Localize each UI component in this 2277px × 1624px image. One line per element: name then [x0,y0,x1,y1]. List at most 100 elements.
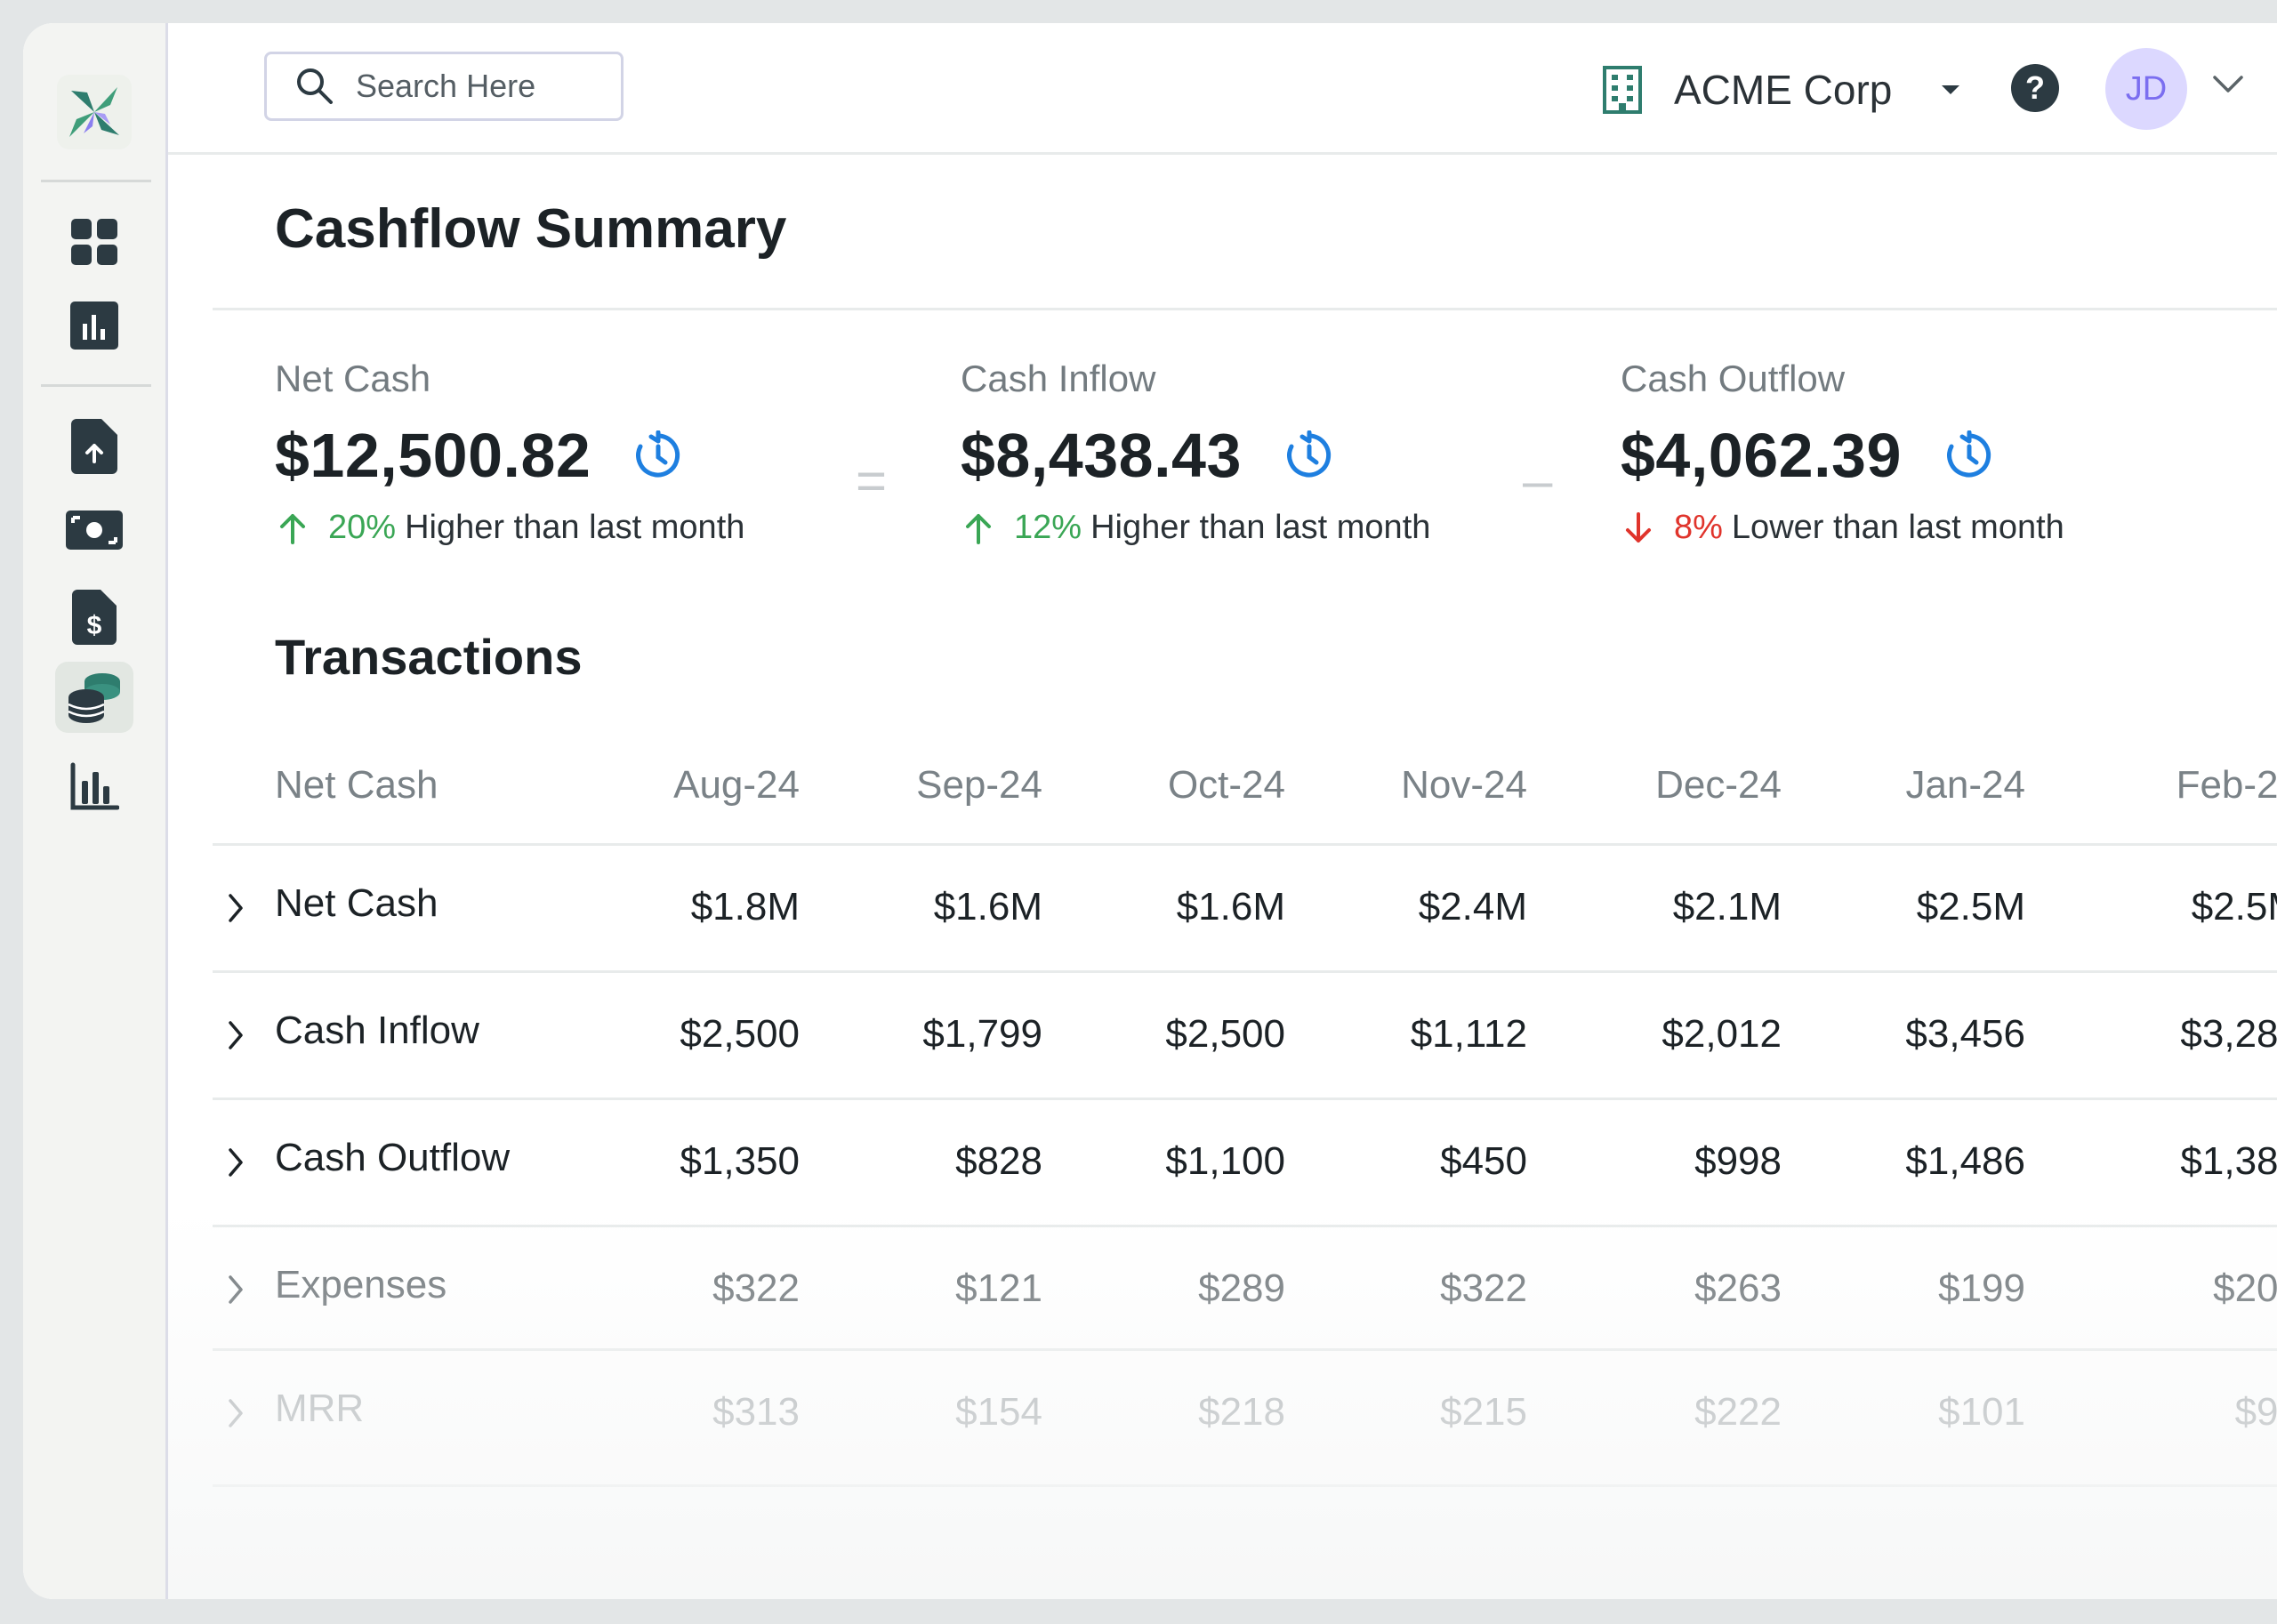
history-icon[interactable] [1944,430,1994,480]
table-cell: $313 [712,1390,800,1434]
table-cell: $998 [1694,1139,1782,1183]
table-cell: $1,486 [1905,1139,2025,1183]
table-row[interactable]: Cash Inflow $2,500 $1,799 $2,500 $1,112 $2,01… [213,973,2277,1100]
table-cell: $289 [1198,1266,1285,1310]
column-header-month: Oct-24 [1167,763,1285,807]
sidebar-divider [41,384,151,387]
company-switcher[interactable]: ACME Corp [1601,59,1961,121]
chevron-right-icon[interactable] [225,1146,246,1178]
coins-stack-icon [68,673,120,723]
table-cell: $154 [955,1390,1042,1434]
table-cell: $2.1M [1672,885,1782,929]
table-header: Net Cash Aug-24 Sep-24 Oct-24 Nov-24 Dec-24 Ja… [213,744,2277,846]
table-cell: $450 [1440,1139,1527,1183]
transactions-table: Net Cash Aug-24 Sep-24 Oct-24 Nov-24 Dec-24 Ja… [213,744,2277,1487]
row-label: Cash Outflow [275,1136,511,1179]
transactions-title: Transactions [275,629,583,685]
app-window: $ [23,23,2277,1599]
column-header-month: Dec-24 [1655,763,1782,807]
chevron-right-icon[interactable] [225,892,246,924]
table-cell: $1,350 [680,1139,800,1183]
metric-change-text: Lower than last month [1731,509,2064,546]
history-icon[interactable] [633,430,683,480]
chevron-right-icon[interactable] [225,1019,246,1051]
table-cell: $322 [1440,1266,1527,1310]
table-cell: $2.5M [2191,885,2277,929]
table-cell: $1,799 [922,1012,1042,1056]
column-header-month: Aug-24 [673,763,800,807]
table-cell: $263 [1694,1266,1782,1310]
table-cell: $199 [1938,1266,2025,1310]
sidebar-item-cash[interactable] [55,494,133,566]
row-label: Cash Inflow [275,1009,479,1052]
row-label: Expenses [275,1263,447,1306]
file-upload-icon [71,419,117,474]
metric-label: Cash Outflow [1621,358,1846,399]
search-input[interactable] [354,67,607,106]
metric-net-cash: Net Cash $12,500.82 20% Higher than last… [275,358,744,547]
table-cell: $201 [2213,1266,2277,1310]
table-cell: $1.8M [690,885,800,929]
table-cell: $1.6M [1176,885,1285,929]
search-box[interactable] [264,52,624,121]
history-icon[interactable] [1284,430,1334,480]
table-cell: $1,389 [2180,1139,2277,1183]
equals-operator: = [856,451,888,511]
table-cell: $1.6M [933,885,1042,929]
sidebar-item-cashflow[interactable] [55,662,133,733]
pinwheel-logo-icon [69,87,119,137]
table-body: Net Cash $1.8M $1.6M $1.6M $2.4M $2.1M $2.5M $2… [213,846,2277,1487]
arrow-down-icon [1626,511,1651,543]
table-cell: $218 [1198,1390,1285,1434]
sidebar-item-uploads[interactable] [55,411,133,482]
table-row[interactable]: MRR $313 $154 $218 $215 $222 $101 $98 [213,1351,2277,1487]
arrow-up-icon [280,513,305,544]
table-cell: $3,289 [2180,1012,2277,1056]
table-cell: $828 [955,1139,1042,1183]
metric-cash-outflow: Cash Outflow $4,062.39 8% Lower than las… [1621,358,2064,547]
table-cell: $121 [955,1266,1042,1310]
metric-change-pct: 12% [1014,509,1082,546]
minus-operator: – [1523,451,1553,511]
table-cell: $2.4M [1418,885,1527,929]
metric-value: $8,438.43 [961,421,1242,490]
table-row[interactable]: Expenses $322 $121 $289 $322 $263 $199 $201 [213,1227,2277,1351]
company-name: ACME Corp [1674,67,1893,113]
cash-icon [66,511,123,550]
table-cell: $101 [1938,1390,2025,1434]
sidebar-item-analytics[interactable] [55,751,133,822]
page-title: Cashflow Summary [275,198,787,260]
column-header-month: Nov-24 [1401,763,1527,807]
arrow-up-icon [966,513,991,544]
search-icon [297,68,333,104]
sidebar-item-reports[interactable] [55,290,133,361]
column-header-month: Feb-24 [2176,763,2277,807]
column-header-month: Sep-24 [916,763,1042,807]
table-row[interactable]: Net Cash $1.8M $1.6M $1.6M $2.4M $2.1M $2.5M $2… [213,846,2277,973]
row-label: Net Cash [275,881,439,925]
chevron-down-icon[interactable] [2212,75,2244,94]
column-header-label: Net Cash [275,763,439,807]
title-divider [213,308,2277,310]
table-cell: $98 [2234,1390,2277,1434]
dashboard-grid-icon [71,219,117,265]
sidebar-item-dashboard[interactable] [55,206,133,277]
analytics-bars-icon [70,762,119,810]
sidebar-item-invoices[interactable]: $ [55,582,133,653]
metric-value: $12,500.82 [275,421,591,490]
table-row[interactable]: Cash Outflow $1,350 $828 $1,100 $450 $998 $1,4… [213,1100,2277,1227]
app-logo[interactable] [57,75,132,149]
table-cell: $215 [1440,1390,1527,1434]
row-label: MRR [275,1387,365,1430]
chevron-right-icon[interactable] [225,1397,246,1429]
metric-label: Net Cash [275,358,431,399]
metric-change-text: Higher than last month [405,509,745,546]
help-button[interactable]: ? [2011,64,2059,112]
table-cell: $1,100 [1165,1139,1285,1183]
building-icon [1603,66,1642,114]
sidebar-divider [41,180,151,182]
table-cell: $322 [712,1266,800,1310]
user-avatar[interactable]: JD [2105,48,2187,130]
caret-down-icon [1942,85,1960,94]
chevron-right-icon[interactable] [225,1274,246,1306]
